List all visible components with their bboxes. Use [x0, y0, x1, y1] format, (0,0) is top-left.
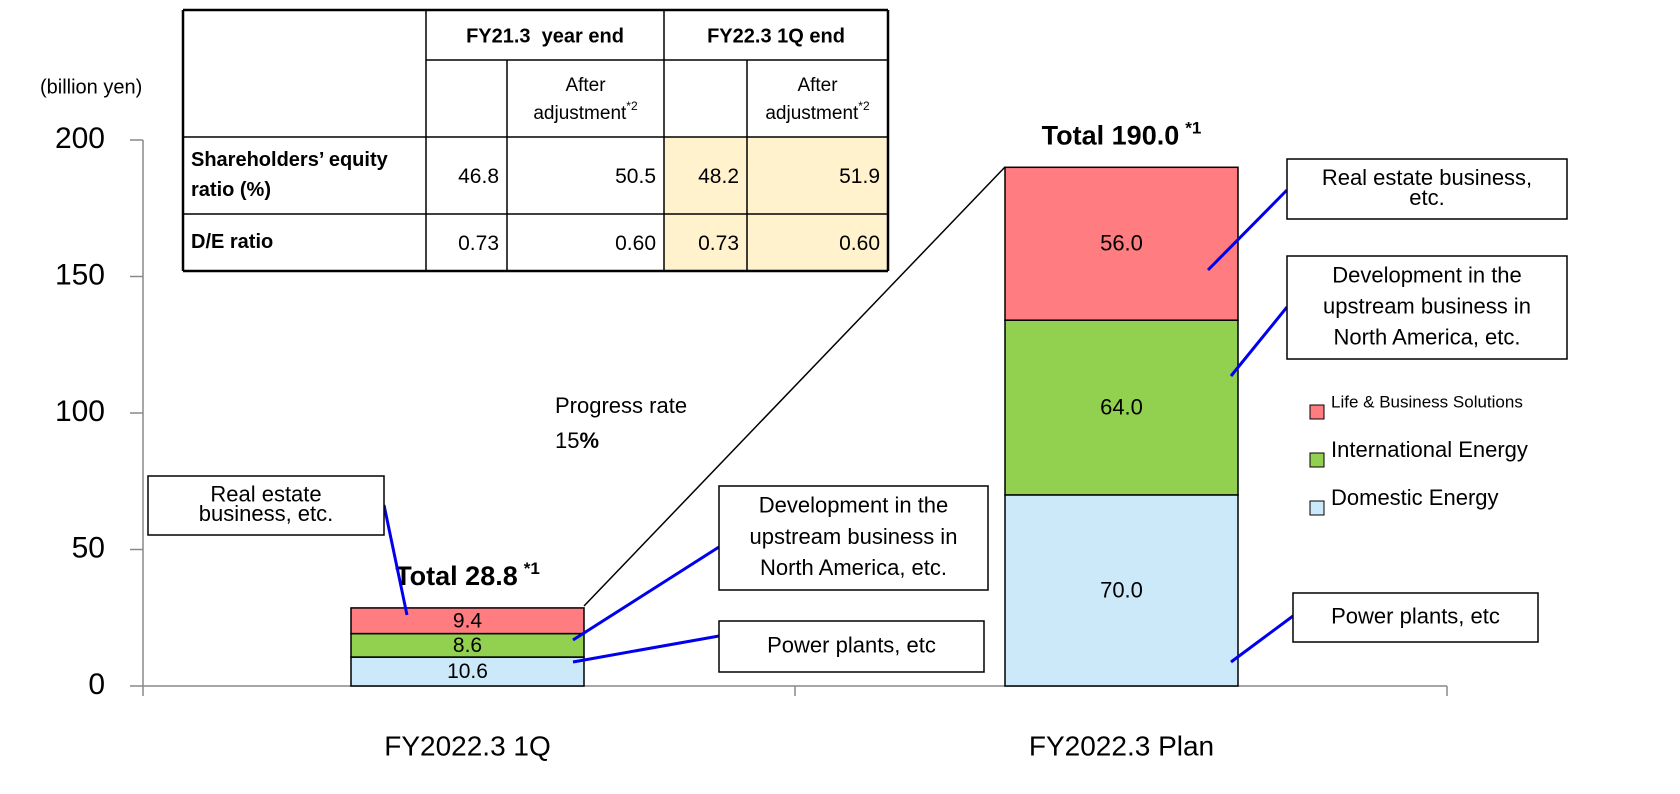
table-row-label: ratio (%) [191, 179, 271, 201]
connector [583, 166, 1006, 607]
callout-text: Power plants, etc [767, 632, 936, 657]
table-highlight [747, 137, 888, 214]
callout-line [572, 545, 720, 642]
legend-swatch [1309, 500, 1325, 516]
table-cell: 48.2 [698, 165, 739, 188]
x-tick-label: FY2022.3 Plan [1029, 730, 1214, 761]
callout-line [1206, 188, 1289, 272]
progress-unit: % [579, 428, 599, 453]
total-text: Total 28.8 [395, 561, 518, 591]
legend-swatch [1309, 404, 1325, 420]
table-subheader: After [565, 75, 606, 96]
callout-text: Development in the [1332, 262, 1522, 287]
callout-text: North America, etc. [760, 555, 947, 580]
table-cell: 0.73 [698, 232, 739, 255]
callout-box [718, 485, 989, 591]
table-highlight [664, 214, 747, 271]
table-cell: 0.73 [458, 232, 499, 255]
callout-text: Power plants, etc [1331, 603, 1500, 628]
bar-segment [1004, 319, 1239, 496]
total-label: Total 28.8 *1 [395, 559, 540, 591]
data-label: 9.4 [453, 609, 483, 632]
progress-number: 15 [555, 428, 579, 453]
table-highlight [747, 214, 888, 271]
total-note: *1 [524, 559, 540, 578]
table-subheader: adjustment*2 [533, 99, 638, 124]
callout-line [1230, 614, 1294, 664]
callout-box [1286, 255, 1568, 360]
table-cell: 51.9 [839, 165, 880, 188]
data-label: 64.0 [1100, 394, 1143, 419]
table-row-label: Shareholders’ equity [191, 149, 389, 171]
legend-swatch [1309, 452, 1325, 468]
table-cell: 50.5 [615, 165, 656, 188]
table-header: FY21.3 year end [466, 25, 624, 47]
table-row-label: D/E ratio [191, 231, 273, 253]
progress-label: Progress rate [555, 393, 687, 418]
callout-text: upstream business in [1323, 293, 1531, 318]
progress-value: 15% [555, 428, 599, 453]
callout-line [382, 504, 409, 616]
total-note: *1 [1185, 119, 1201, 138]
data-label: 56.0 [1100, 231, 1143, 256]
data-label: 8.6 [453, 634, 482, 657]
table-cell: 0.60 [839, 232, 880, 255]
callout-text: business, etc. [199, 501, 334, 526]
callout-box [1292, 592, 1539, 643]
callout-text: North America, etc. [1333, 324, 1520, 349]
table-subheader: After [797, 75, 838, 96]
legend-label: Life & Business Solutions [1331, 392, 1523, 411]
total-text: Total 190.0 [1042, 120, 1180, 150]
table-highlight [664, 137, 747, 214]
table-subheader-note: *2 [858, 99, 870, 113]
data-label: 70.0 [1100, 577, 1143, 602]
table-subheader-text: adjustment [765, 103, 859, 124]
table-subheader-note: *2 [626, 99, 638, 113]
bar-segment [1004, 166, 1239, 321]
table-header: FY22.3 1Q end [707, 25, 845, 47]
y-tick-label: 150 [55, 258, 105, 291]
bar-segment [350, 656, 585, 687]
bar-segment [1004, 494, 1239, 687]
y-tick-label: 0 [88, 668, 105, 701]
callout-line [1229, 306, 1289, 377]
table-cell: 0.60 [615, 232, 656, 255]
callout-text: Real estate [210, 482, 321, 507]
y-tick-label: 100 [55, 395, 105, 428]
legend-label: International Energy [1331, 437, 1528, 462]
data-label: 10.6 [447, 660, 488, 683]
y-axis-label: (billion yen) [40, 76, 142, 98]
callout-text: Real estate business, [1322, 165, 1532, 190]
legend-label: Domestic Energy [1331, 485, 1499, 510]
table-cell: 46.8 [458, 165, 499, 188]
x-tick-label: FY2022.3 1Q [384, 730, 551, 761]
callout-line [572, 634, 720, 664]
bar-segment [350, 607, 585, 635]
table-subheader: adjustment*2 [765, 99, 870, 124]
callout-text: Development in the [759, 492, 949, 517]
table-subheader-text: adjustment [533, 103, 627, 124]
callout-box [147, 475, 385, 536]
callout-text: upstream business in [750, 524, 958, 549]
callout-box [718, 620, 985, 673]
callout-box [1286, 158, 1568, 220]
y-tick-label: 50 [72, 531, 105, 564]
y-tick-label: 200 [55, 122, 105, 155]
callout-text: etc. [1409, 185, 1444, 210]
total-label: Total 190.0 *1 [1042, 119, 1202, 151]
